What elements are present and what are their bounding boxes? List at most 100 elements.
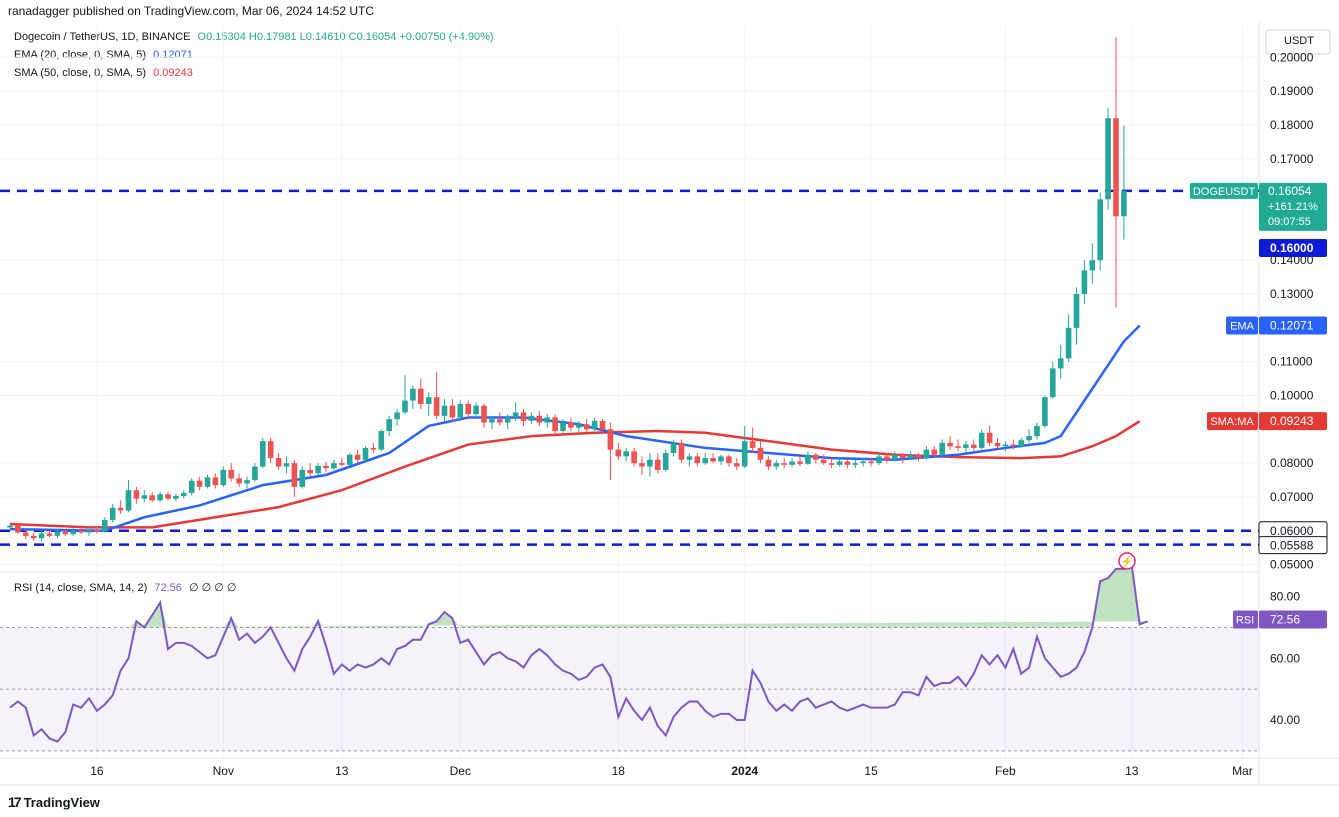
candle-body (639, 463, 645, 467)
price-tick-label: 0.19000 (1270, 84, 1314, 98)
candle-body (741, 441, 748, 467)
candle-body (828, 463, 835, 465)
candle-body (718, 456, 724, 462)
candle-body (465, 403, 471, 415)
candle-body (765, 459, 772, 467)
candle-body (907, 454, 914, 459)
candle-body (631, 451, 637, 464)
legend-sma-value: 0.09243 (153, 67, 193, 79)
level-05588-tag: 0.05588 (1270, 539, 1314, 553)
price-tag-countdown: 09:07:55 (1268, 216, 1311, 228)
ema-tag-label: EMA (1230, 320, 1255, 332)
candle-body (410, 388, 416, 401)
candle-body (149, 495, 155, 501)
candle-body (418, 388, 424, 404)
candle-body (354, 454, 361, 460)
candle-body (473, 405, 479, 415)
tradingview-logo[interactable]: 17 TradingView (8, 794, 100, 810)
rsi-tick-label: 40.00 (1270, 713, 1300, 727)
price-tick-label: 0.18000 (1270, 118, 1314, 132)
candle-body (244, 480, 250, 484)
candle-body (536, 415, 543, 423)
legend-symbol: Dogecoin / TetherUS, 1D, BINANCE (14, 31, 191, 43)
candle-body (141, 495, 148, 499)
ema-line (9, 324, 1141, 533)
candle-body (884, 456, 890, 460)
candle-body (299, 469, 306, 487)
candle-body (212, 477, 219, 486)
candle-body (1057, 358, 1064, 369)
rsi-tag-label-bg (1233, 610, 1258, 629)
candle-body (204, 477, 211, 487)
candle-body (188, 480, 195, 493)
candle-body (892, 454, 898, 460)
candle-body (844, 461, 851, 465)
candle-body (528, 415, 535, 421)
candle-body (955, 446, 961, 448)
rsi-tick-label: 80.00 (1270, 590, 1300, 604)
legend-rsi-value: 72.56 (154, 582, 182, 594)
price-tick-label: 0.07000 (1270, 490, 1314, 504)
candle-body (1050, 368, 1056, 398)
candle-body (228, 469, 234, 479)
candle-body (236, 478, 242, 484)
legend-rsi-extra: ∅ ∅ ∅ ∅ (188, 582, 237, 594)
price-tick-label: 0.08000 (1270, 456, 1314, 470)
time-tick-label: Nov (213, 764, 234, 778)
price-tag-change: +161.21% (1268, 201, 1318, 213)
candle-body (1121, 190, 1127, 217)
time-tick-label: Mar (1232, 764, 1253, 778)
time-tick-label: Feb (995, 764, 1016, 778)
rsi-tag-value: 72.56 (1270, 613, 1300, 627)
candle-body (386, 419, 392, 432)
candle-body (181, 492, 187, 496)
time-tick-label: 18 (612, 764, 626, 778)
candle-body (568, 422, 574, 428)
candle-body (1010, 444, 1017, 447)
candle-body (1065, 327, 1072, 359)
candle-body (781, 463, 787, 465)
candle-body (599, 420, 606, 430)
candle-body (710, 458, 716, 462)
tradingview-logo-icon: 17 (8, 794, 22, 810)
candle-body (789, 461, 795, 465)
candle-body (647, 459, 653, 467)
candle-body (899, 454, 906, 459)
price-tick-label: 0.11000 (1270, 355, 1313, 369)
candle-body (46, 533, 53, 536)
candle-body (86, 530, 92, 533)
candle-body (425, 397, 432, 404)
ema-tag-label-bg (1226, 316, 1258, 335)
time-tick-label: 13 (1125, 764, 1139, 778)
tradingview-brand: TradingView (23, 794, 100, 810)
sma-line (9, 420, 1141, 529)
candle-body (939, 442, 945, 455)
candle-body (726, 456, 732, 464)
candle-body (346, 454, 353, 465)
price-tags: DOGEUSDT 0.16054 +161.21% 09:07:55 0.16000 EM… (1118, 182, 1328, 629)
candle-body (1113, 118, 1119, 217)
candle-body (1089, 260, 1096, 271)
candle-body (78, 530, 84, 533)
candle-body (797, 461, 803, 464)
candle-body (971, 444, 977, 448)
candle-body (94, 530, 100, 532)
candle-body (615, 449, 622, 457)
candle-body (62, 531, 69, 535)
sma-tag-label-bg (1207, 412, 1258, 431)
candle-body (196, 480, 203, 487)
candle-body (662, 453, 669, 470)
sma-tag-label: SMA:MA (1210, 416, 1254, 428)
candle-body (931, 449, 938, 455)
rsi-pane (0, 564, 1259, 752)
candle-body (923, 449, 930, 459)
axes: USDT0.200000.190000.180000.170000.140000… (90, 29, 1331, 778)
candle-body (489, 419, 495, 423)
currency-label: USDT (1284, 35, 1314, 47)
candle-body (1073, 294, 1080, 328)
rsi-overbought-fill (128, 565, 1148, 628)
candle-body (394, 412, 400, 420)
candle-body (576, 424, 582, 428)
symbol-tag-label: DOGEUSDT (1193, 186, 1256, 198)
